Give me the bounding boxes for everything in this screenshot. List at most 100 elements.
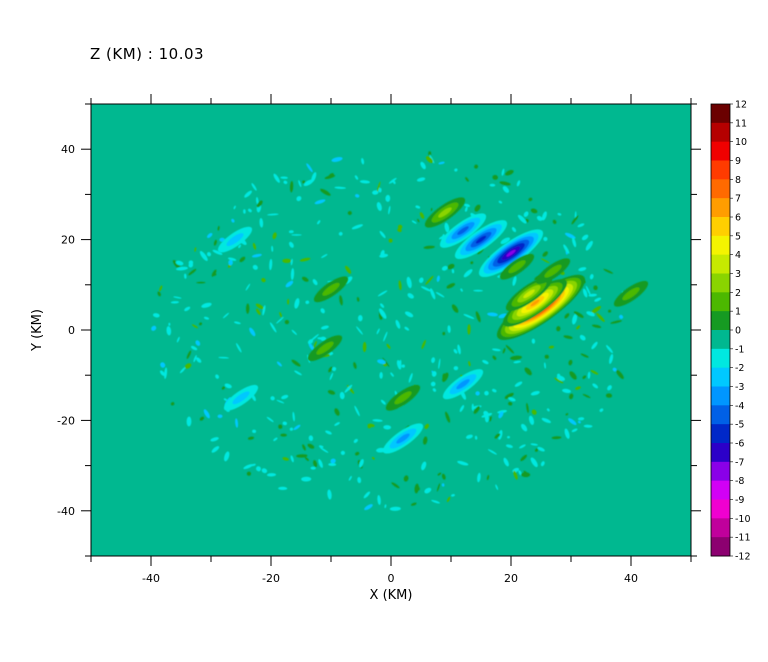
field-speckle — [530, 443, 538, 446]
field-speckle — [411, 220, 417, 224]
field-speckle — [314, 199, 326, 205]
field-speckle — [203, 316, 210, 320]
field-speckle — [372, 456, 375, 460]
field-speckle — [233, 321, 241, 325]
field-speckle — [590, 369, 599, 375]
field-speckle — [505, 170, 514, 176]
field-speckle — [235, 418, 239, 428]
field-speckle — [465, 434, 473, 439]
field-speckle — [487, 449, 497, 455]
field-speckle — [552, 219, 557, 225]
field-speckle — [494, 433, 501, 439]
field-speckle — [379, 230, 386, 239]
field-speckle — [325, 430, 332, 435]
field-feature — [232, 391, 250, 405]
colorbar-swatch — [711, 424, 730, 444]
field-speckle — [348, 475, 352, 481]
field-speckle — [575, 386, 581, 390]
field-speckle — [238, 244, 242, 249]
colorbar-label: -7 — [735, 457, 744, 468]
field-speckle — [420, 286, 432, 292]
field-speckle — [492, 388, 497, 393]
field-speckle — [367, 423, 375, 428]
field-speckle — [473, 289, 483, 292]
field-speckle — [403, 475, 409, 482]
field-speckle — [419, 277, 424, 283]
field-speckle — [519, 444, 526, 449]
field-speckle — [321, 253, 328, 259]
field-speckle — [320, 188, 331, 196]
field-speckle — [541, 211, 547, 221]
field-speckle — [520, 423, 528, 432]
field-speckle — [577, 223, 585, 228]
field-speckle — [372, 190, 379, 195]
field-speckle — [503, 457, 509, 467]
field-speckle — [543, 236, 548, 242]
field-speckle — [383, 331, 388, 342]
field-feature — [457, 226, 469, 235]
field-speckle — [191, 324, 199, 329]
field-speckle — [282, 258, 292, 263]
field-speckle — [266, 473, 277, 477]
field-speckle — [184, 273, 187, 279]
colorbar-swatch — [711, 235, 730, 256]
axis-ticks: -40 -20 0 20 40 -40 -20 0 20 40 — [57, 94, 701, 585]
field-speckle — [353, 362, 357, 369]
field-speckle — [516, 180, 521, 187]
field-speckle — [357, 477, 362, 484]
field-speckle — [492, 174, 498, 180]
field-speckle — [246, 471, 251, 476]
field-speckle — [379, 372, 383, 379]
field-speckle — [430, 288, 436, 300]
field-speckle — [582, 375, 587, 379]
field-speckle — [438, 161, 445, 165]
colorbar-label: 10 — [735, 137, 747, 148]
field-speckle — [173, 296, 182, 299]
field-speckle — [359, 180, 370, 184]
field-speckle — [607, 385, 612, 391]
field-speckle — [379, 253, 389, 258]
field-speckle — [284, 319, 290, 325]
field-speckle — [294, 298, 300, 309]
field-speckle — [475, 311, 481, 323]
field-speckle — [276, 399, 285, 404]
field-speckle — [524, 367, 532, 376]
field-speckle — [318, 445, 324, 448]
field-speckle — [276, 361, 282, 367]
field-speckle — [271, 245, 274, 252]
field-feature — [226, 233, 244, 247]
field-speckle — [383, 425, 392, 430]
field-speckle — [510, 355, 522, 360]
field-speckle — [331, 157, 343, 162]
field-speckle — [482, 359, 489, 365]
field-speckle — [302, 276, 309, 282]
field-speckle — [201, 302, 212, 308]
field-speckle — [544, 362, 546, 369]
field-speckle — [511, 227, 517, 233]
field-speckle — [256, 466, 261, 472]
y-tick-label: -20 — [57, 414, 75, 427]
field-speckle — [502, 186, 510, 193]
field-speckle — [361, 157, 365, 165]
colorbar-label: -11 — [735, 533, 751, 544]
colorbar-swatch — [711, 405, 730, 425]
field-speckle — [431, 357, 436, 363]
field-speckle — [320, 308, 325, 314]
field-speckle — [176, 336, 180, 343]
colorbar-swatch — [711, 104, 730, 124]
field-speckle — [457, 344, 461, 355]
field-feature — [322, 282, 340, 296]
field-speckle — [243, 209, 246, 214]
field-speckle — [401, 364, 405, 368]
field-speckle — [213, 239, 217, 246]
field-feature — [523, 289, 535, 299]
field-speckle — [436, 275, 440, 282]
field-speckle — [278, 486, 288, 491]
field-speckle — [406, 276, 412, 289]
field-speckle — [492, 355, 497, 360]
colorbar-swatch — [711, 311, 730, 331]
field-speckle — [249, 327, 256, 337]
field-speckle — [199, 250, 208, 262]
field-speckle — [416, 177, 426, 182]
